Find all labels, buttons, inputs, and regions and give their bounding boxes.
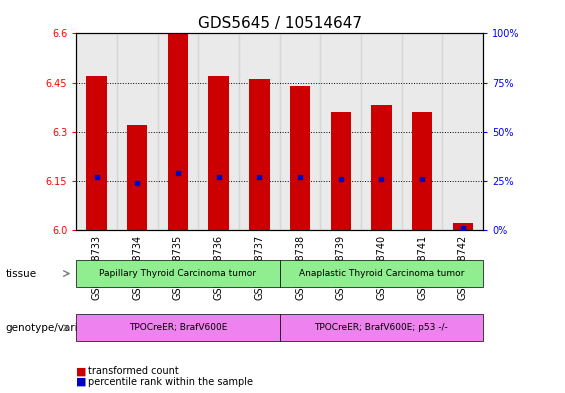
Bar [86, 76, 107, 230]
Text: TPOCreER; BrafV600E; p53 -/-: TPOCreER; BrafV600E; p53 -/- [315, 323, 448, 332]
Text: transformed count: transformed count [88, 366, 179, 376]
Bar [412, 112, 432, 230]
Bar [208, 76, 229, 230]
Bar [453, 223, 473, 230]
Bar [127, 125, 147, 230]
Bar [361, 33, 402, 230]
Bar [290, 86, 310, 230]
Bar [168, 33, 188, 230]
Text: tissue: tissue [6, 268, 37, 279]
Bar [442, 33, 483, 230]
Bar [117, 33, 158, 230]
Bar [239, 33, 280, 230]
Bar [331, 112, 351, 230]
Text: Papillary Thyroid Carcinoma tumor: Papillary Thyroid Carcinoma tumor [99, 269, 257, 278]
Bar [198, 33, 239, 230]
Bar [371, 105, 392, 230]
Text: Anaplastic Thyroid Carcinoma tumor: Anaplastic Thyroid Carcinoma tumor [299, 269, 464, 278]
Bar [158, 33, 198, 230]
Bar [249, 79, 270, 230]
Text: percentile rank within the sample: percentile rank within the sample [88, 377, 253, 387]
Title: GDS5645 / 10514647: GDS5645 / 10514647 [198, 16, 362, 31]
Text: genotype/variation: genotype/variation [6, 323, 105, 333]
Bar [402, 33, 442, 230]
Bar [280, 33, 320, 230]
Bar [320, 33, 361, 230]
Text: ■: ■ [76, 377, 87, 387]
Bar [76, 33, 117, 230]
Text: ■: ■ [76, 366, 87, 376]
Text: TPOCreER; BrafV600E: TPOCreER; BrafV600E [129, 323, 227, 332]
